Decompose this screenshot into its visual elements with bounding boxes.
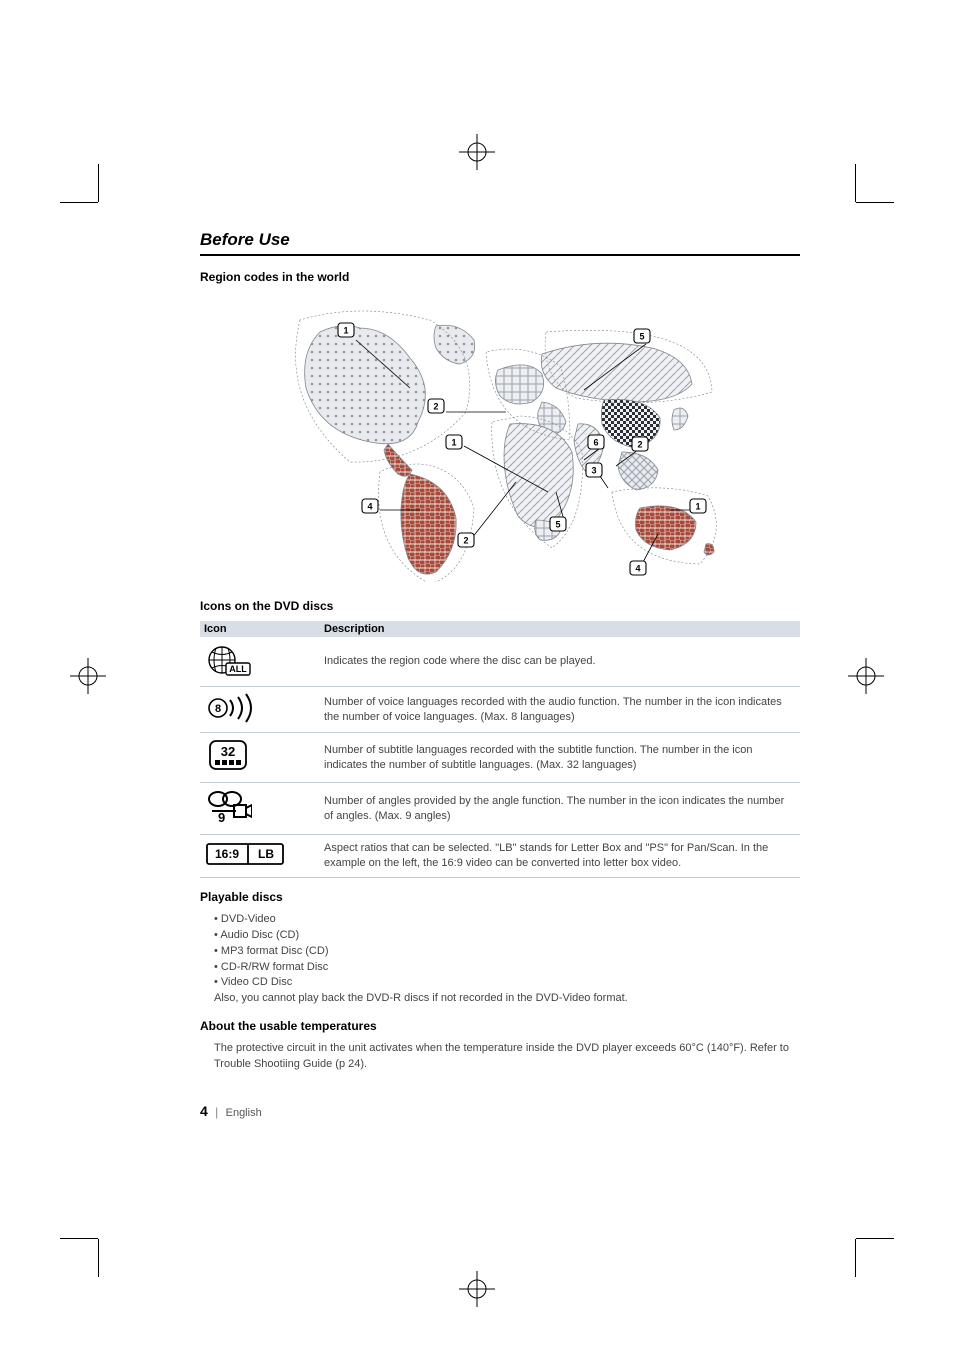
svg-text:1: 1 bbox=[451, 438, 456, 448]
table-row: ALL Indicates the region code where the … bbox=[200, 637, 800, 687]
icons-col-desc: Description bbox=[320, 621, 800, 637]
desc-cell: Number of voice languages recorded with … bbox=[320, 687, 800, 733]
page-footer: 4 | English bbox=[200, 1103, 800, 1119]
svg-text:ALL: ALL bbox=[229, 664, 247, 674]
svg-text:9: 9 bbox=[218, 810, 225, 825]
table-row: 32 Number of subtitle languages recorded… bbox=[200, 733, 800, 783]
aspect_box-icon: 16:9 LB bbox=[206, 856, 284, 868]
registration-mark-top bbox=[459, 134, 495, 170]
desc-cell: Aspect ratios that can be selected. "LB"… bbox=[320, 835, 800, 878]
section-title: Before Use bbox=[200, 230, 800, 256]
svg-text:4: 4 bbox=[635, 564, 640, 574]
svg-text:1: 1 bbox=[695, 502, 700, 512]
list-item: Audio Disc (CD) bbox=[214, 928, 800, 944]
footer-separator: | bbox=[211, 1105, 222, 1119]
subheading-temperatures: About the usable temperatures bbox=[200, 1019, 800, 1033]
page-number: 4 bbox=[200, 1103, 208, 1119]
svg-text:5: 5 bbox=[639, 332, 644, 342]
playable-note: Also, you cannot play back the DVD-R dis… bbox=[200, 991, 800, 1007]
svg-text:8: 8 bbox=[215, 703, 221, 715]
temperatures-text: The protective circuit in the unit activ… bbox=[200, 1041, 800, 1073]
icons-col-icon: Icon bbox=[200, 621, 320, 637]
subtitle_box-icon: 32 bbox=[206, 764, 250, 776]
playable-list: DVD-VideoAudio Disc (CD)MP3 format Disc … bbox=[200, 912, 800, 992]
globe_all-icon: ALL bbox=[206, 668, 252, 680]
icon-cell: 16:9 LB bbox=[200, 835, 320, 878]
footer-language: English bbox=[226, 1107, 262, 1119]
subheading-playable: Playable discs bbox=[200, 890, 800, 904]
list-item: CD-R/RW format Disc bbox=[214, 960, 800, 976]
table-row: 16:9 LB Aspect ratios that can be select… bbox=[200, 835, 800, 878]
svg-text:6: 6 bbox=[593, 438, 598, 448]
registration-mark-bottom bbox=[459, 1271, 495, 1307]
list-item: MP3 format Disc (CD) bbox=[214, 944, 800, 960]
registration-mark-left bbox=[70, 658, 106, 694]
list-item: Video CD Disc bbox=[214, 975, 800, 991]
desc-cell: Indicates the region code where the disc… bbox=[320, 637, 800, 687]
svg-text:LB: LB bbox=[258, 847, 274, 861]
icon-cell: 8 bbox=[200, 687, 320, 733]
svg-text:3: 3 bbox=[591, 466, 596, 476]
page-content: Before Use Region codes in the world bbox=[200, 230, 800, 1119]
icon-cell: 32 bbox=[200, 733, 320, 783]
svg-text:2: 2 bbox=[463, 536, 468, 546]
svg-text:4: 4 bbox=[367, 502, 372, 512]
svg-text:1: 1 bbox=[343, 326, 348, 336]
svg-text:5: 5 bbox=[555, 520, 560, 530]
icon-cell: ALL bbox=[200, 637, 320, 687]
table-row: 9 Number of angles provided by the angle… bbox=[200, 783, 800, 835]
icons-table: Icon Description ALL Indicates the regio… bbox=[200, 621, 800, 878]
desc-cell: Number of subtitle languages recorded wi… bbox=[320, 733, 800, 783]
registration-mark-right bbox=[848, 658, 884, 694]
desc-cell: Number of angles provided by the angle f… bbox=[320, 783, 800, 835]
svg-text:16:9: 16:9 bbox=[215, 847, 239, 861]
subheading-region-codes: Region codes in the world bbox=[200, 270, 800, 284]
list-item: DVD-Video bbox=[214, 912, 800, 928]
icon-cell: 9 bbox=[200, 783, 320, 835]
angle_camera-icon: 9 bbox=[206, 816, 252, 828]
svg-text:2: 2 bbox=[433, 402, 438, 412]
world-map: 1 5 2 1 6 2 3 4 2 5 1 4 bbox=[260, 292, 740, 587]
audio_waves-icon: 8 bbox=[206, 714, 262, 726]
subheading-icons: Icons on the DVD discs bbox=[200, 599, 800, 613]
table-row: 8 Number of voice languages recorded wit… bbox=[200, 687, 800, 733]
svg-text:32: 32 bbox=[221, 744, 235, 759]
svg-text:2: 2 bbox=[637, 440, 642, 450]
